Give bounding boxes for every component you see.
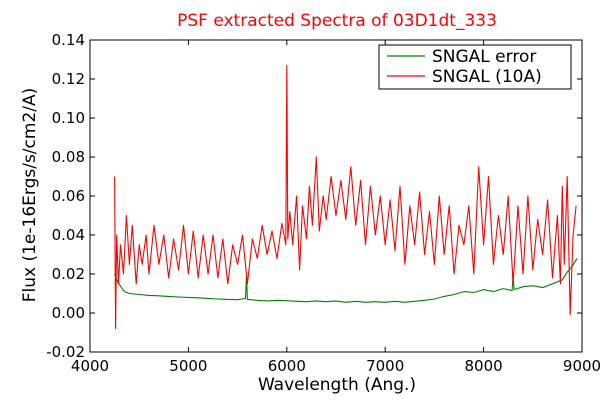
y-tick-label: 0.06	[52, 187, 85, 205]
plot-area	[114, 64, 578, 330]
y-tick-label: 0.00	[52, 304, 85, 322]
x-tick-label: 4000	[71, 357, 109, 375]
y-tick-label: 0.08	[52, 148, 85, 166]
x-tick-label: 6000	[268, 357, 306, 375]
y-tick-label: 0.10	[52, 109, 85, 127]
x-tick-label: 9000	[563, 357, 600, 375]
x-axis-label: Wavelength (Ang.)	[258, 375, 416, 395]
y-axis-label: Flux (1e-16Ergs/s/cm2/A)	[20, 88, 40, 303]
axes: 4000 5000 6000 7000 8000 9000 -0.02 0.00 0.02 0.0…	[46, 31, 600, 375]
series-line-2	[114, 64, 577, 330]
y-tick-label: 0.12	[52, 70, 85, 88]
y-tick-label: -0.02	[46, 343, 85, 361]
y-tick-label: 0.14	[52, 31, 85, 49]
chart-title: PSF extracted Spectra of 03D1dt_333	[177, 11, 497, 31]
x-tick-label: 7000	[366, 357, 404, 375]
legend-label-1: SNGAL error	[432, 47, 536, 67]
legend-box	[378, 44, 572, 90]
x-tick-label: 8000	[465, 357, 503, 375]
y-tick-label: 0.02	[52, 265, 85, 283]
y-tick-label: 0.04	[52, 226, 85, 244]
legend-label-2: SNGAL (10A)	[432, 67, 542, 87]
x-tick-label: 5000	[169, 357, 207, 375]
